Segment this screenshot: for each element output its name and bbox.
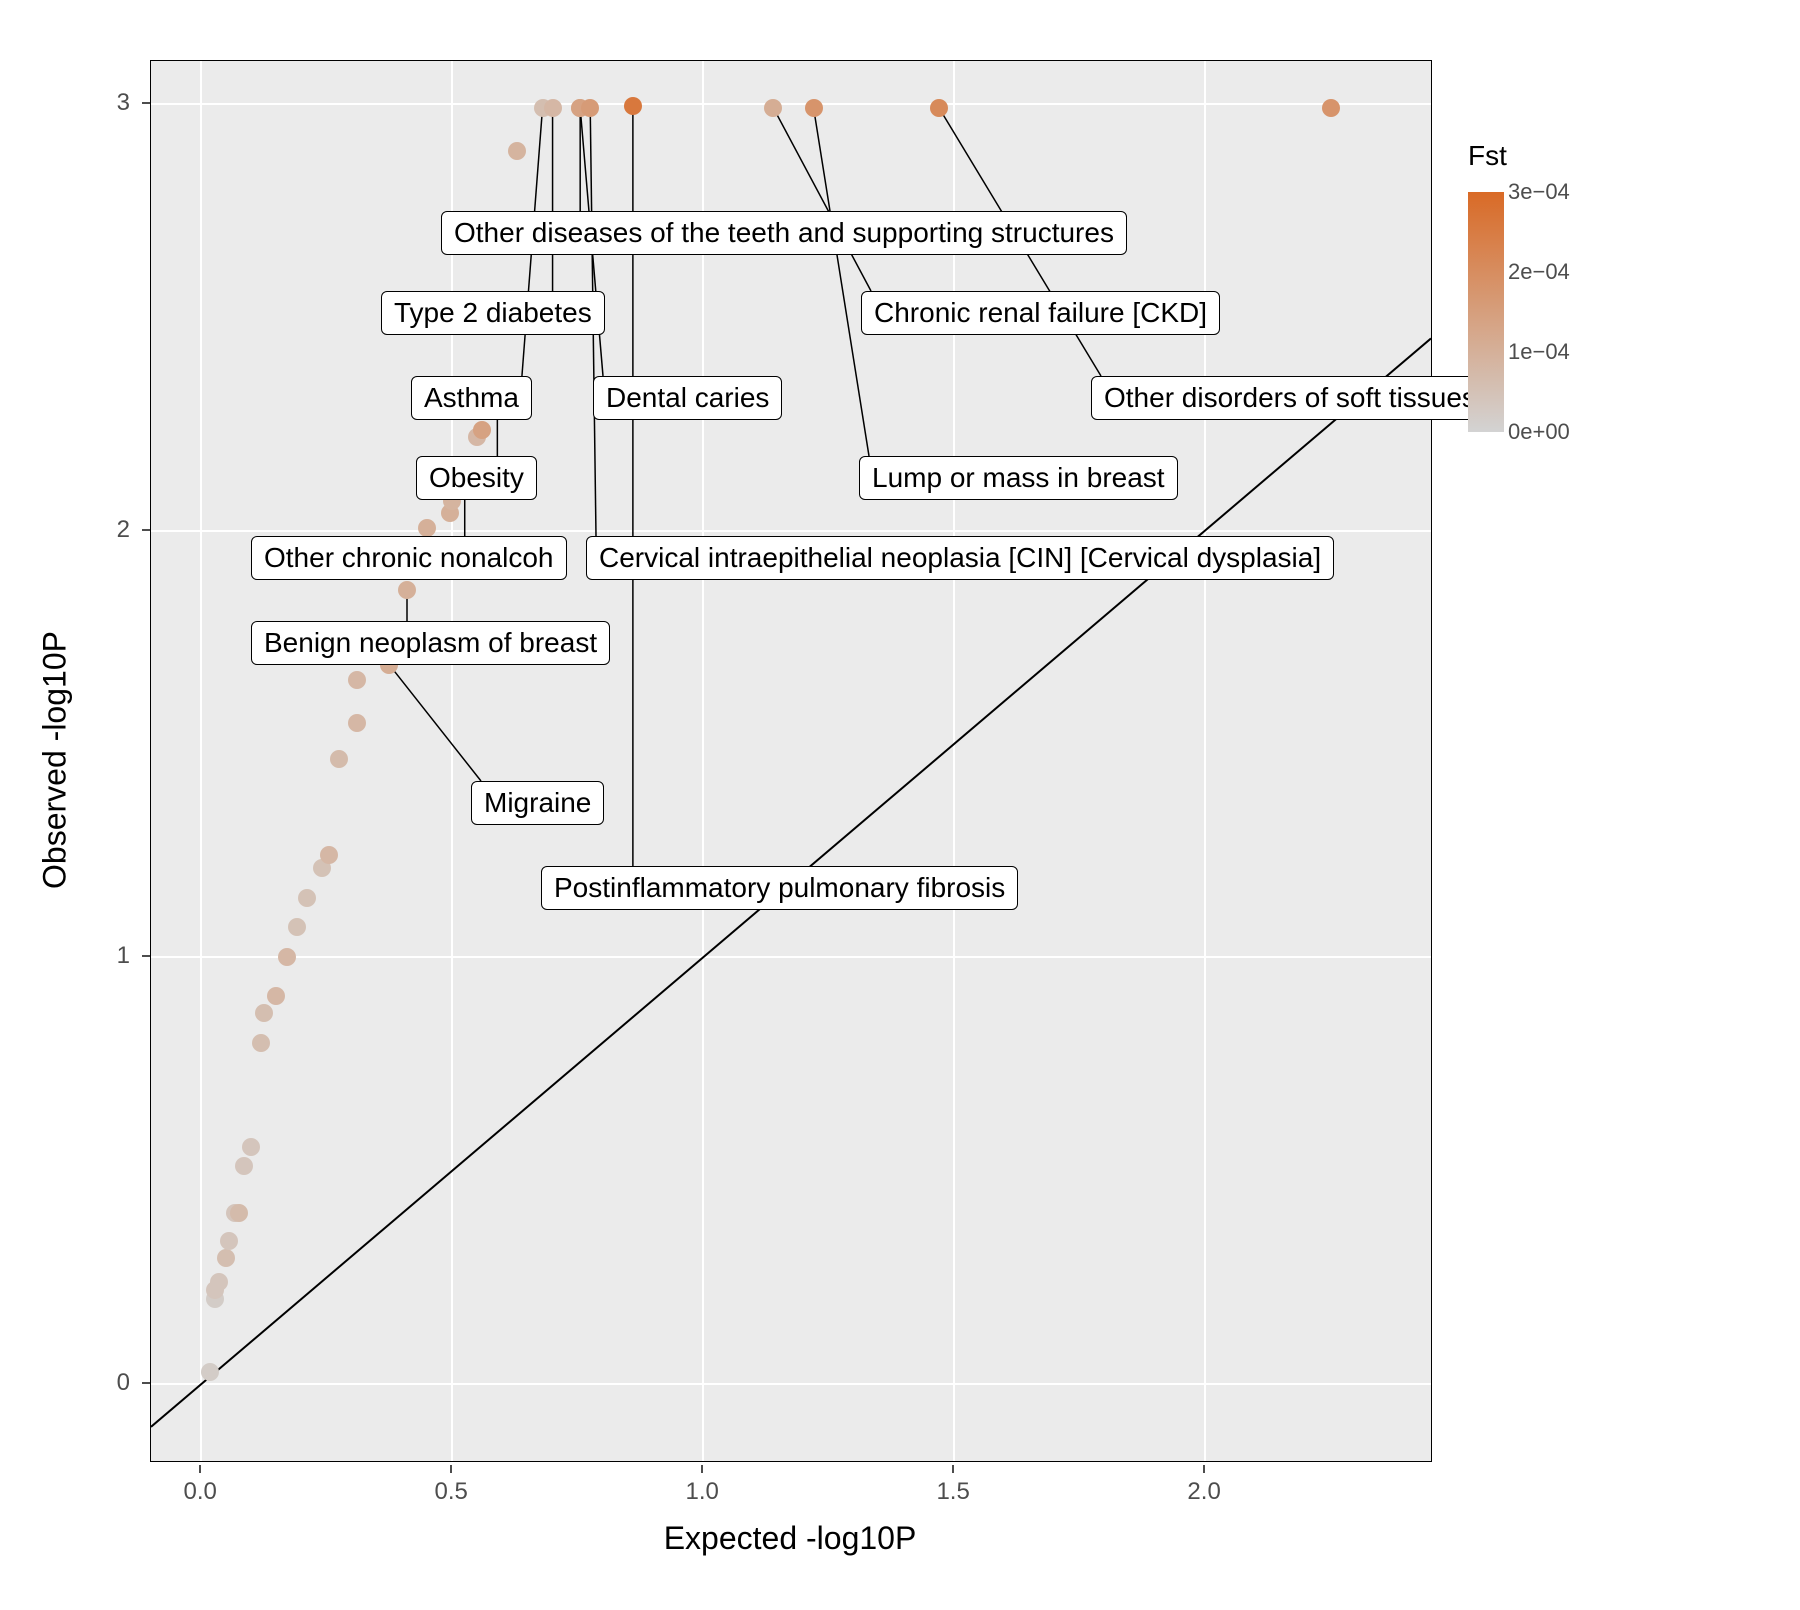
x-tick bbox=[701, 1465, 703, 1473]
data-point bbox=[201, 1363, 219, 1381]
annotation-label: Obesity bbox=[416, 456, 537, 500]
x-tick bbox=[450, 1465, 452, 1473]
annotation-label: Chronic renal failure [CKD] bbox=[861, 291, 1220, 335]
x-tick-label: 2.0 bbox=[1187, 1478, 1220, 1506]
y-tick bbox=[142, 529, 150, 531]
annotation-label: Other diseases of the teeth and supporti… bbox=[441, 211, 1127, 255]
legend-gradient bbox=[1468, 192, 1504, 432]
data-point bbox=[764, 99, 782, 117]
data-point bbox=[230, 1204, 248, 1222]
annotation-label: Other disorders of soft tissues bbox=[1091, 376, 1489, 420]
y-tick bbox=[142, 1382, 150, 1384]
data-point bbox=[320, 846, 338, 864]
data-point bbox=[252, 1034, 270, 1052]
data-point bbox=[278, 948, 296, 966]
plot-area: Migraine Benign neoplasm of breast Other c… bbox=[20, 20, 1428, 1590]
x-tick-label: 0.0 bbox=[184, 1478, 217, 1506]
data-point bbox=[330, 750, 348, 768]
chart-panel: Migraine Benign neoplasm of breast Other c… bbox=[150, 60, 1432, 1462]
data-point bbox=[298, 889, 316, 907]
x-tick bbox=[952, 1465, 954, 1473]
gridline-vertical bbox=[702, 61, 704, 1461]
data-point bbox=[473, 421, 491, 439]
data-point bbox=[242, 1138, 260, 1156]
data-point bbox=[348, 671, 366, 689]
x-tick-label: 1.0 bbox=[685, 1478, 718, 1506]
legend: Fst 3e−042e−041e−040e+00 bbox=[1428, 20, 1800, 1590]
x-tick bbox=[199, 1465, 201, 1473]
data-point bbox=[398, 581, 416, 599]
data-point bbox=[624, 97, 642, 115]
data-point bbox=[255, 1004, 273, 1022]
data-point bbox=[210, 1273, 228, 1291]
y-tick-label: 1 bbox=[117, 942, 130, 970]
data-point bbox=[348, 714, 366, 732]
gridline-horizontal bbox=[151, 530, 1431, 532]
annotation-label: Postinflammatory pulmonary fibrosis bbox=[541, 866, 1018, 910]
legend-tick-label: 2e−04 bbox=[1508, 259, 1570, 285]
data-point bbox=[267, 987, 285, 1005]
gridline-vertical bbox=[200, 61, 202, 1461]
gridline-vertical bbox=[953, 61, 955, 1461]
x-tick-label: 1.5 bbox=[936, 1478, 969, 1506]
legend-tick-label: 0e+00 bbox=[1508, 419, 1570, 445]
x-tick bbox=[1203, 1465, 1205, 1473]
data-point bbox=[581, 99, 599, 117]
gridline-horizontal bbox=[151, 103, 1431, 105]
y-axis-label: Observed -log10P bbox=[37, 631, 74, 889]
data-point bbox=[930, 99, 948, 117]
legend-title: Fst bbox=[1468, 140, 1800, 172]
data-point bbox=[418, 519, 436, 537]
data-point bbox=[288, 918, 306, 936]
annotation-label: Other chronic nonalcoh bbox=[251, 536, 567, 580]
gridline-horizontal bbox=[151, 1383, 1431, 1385]
annotation-label: Migraine bbox=[471, 781, 604, 825]
data-point bbox=[805, 99, 823, 117]
gridline-vertical bbox=[451, 61, 453, 1461]
qq-scatter-chart: Migraine Benign neoplasm of breast Other c… bbox=[20, 20, 1800, 1590]
data-point bbox=[217, 1249, 235, 1267]
legend-tick-label: 1e−04 bbox=[1508, 339, 1570, 365]
y-tick-label: 0 bbox=[117, 1369, 130, 1397]
y-tick bbox=[142, 955, 150, 957]
annotation-label: Lump or mass in breast bbox=[859, 456, 1178, 500]
annotation-label: Type 2 diabetes bbox=[381, 291, 605, 335]
data-point bbox=[220, 1232, 238, 1250]
y-tick-label: 3 bbox=[117, 89, 130, 117]
data-point bbox=[235, 1157, 253, 1175]
x-axis-label: Expected -log10P bbox=[664, 1520, 917, 1557]
annotation-label: Asthma bbox=[411, 376, 532, 420]
gridline-vertical bbox=[1204, 61, 1206, 1461]
annotation-label: Dental caries bbox=[593, 376, 782, 420]
y-tick bbox=[142, 102, 150, 104]
annotation-label: Benign neoplasm of breast bbox=[251, 621, 610, 665]
data-point bbox=[1322, 99, 1340, 117]
annotation-label: Cervical intraepithelial neoplasia [CIN]… bbox=[586, 536, 1334, 580]
legend-tick-label: 3e−04 bbox=[1508, 179, 1570, 205]
y-tick-label: 2 bbox=[117, 516, 130, 544]
x-tick-label: 0.5 bbox=[434, 1478, 467, 1506]
gridline-horizontal bbox=[151, 956, 1431, 958]
data-point bbox=[508, 142, 526, 160]
legend-colorbar: 3e−042e−041e−040e+00 bbox=[1468, 192, 1504, 432]
data-point bbox=[544, 99, 562, 117]
